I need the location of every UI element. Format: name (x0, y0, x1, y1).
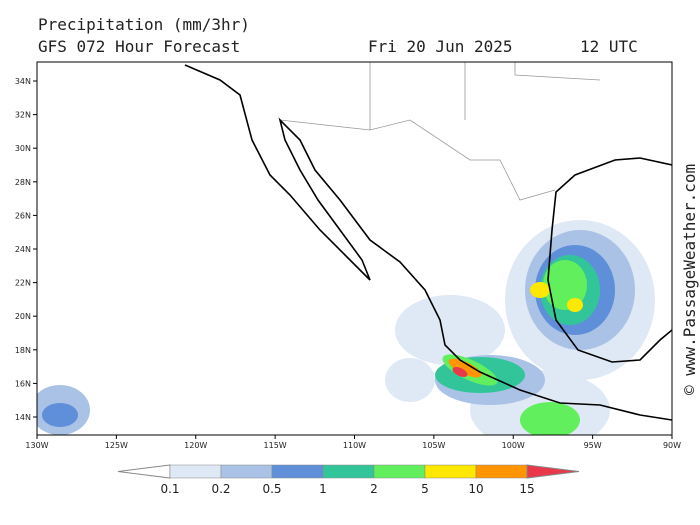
lon-label: 110W (343, 441, 366, 450)
lat-label: 18N (15, 346, 31, 355)
colorbar-label: 5 (421, 482, 429, 496)
colorbar-label: 15 (519, 482, 534, 496)
colorbar-swatch (373, 464, 426, 479)
model-run: GFS 072 Hour Forecast (38, 37, 240, 56)
lon-label: 130W (25, 441, 48, 450)
map: 34N 32N 30N 28N 26N 24N 22N 20N 18N 16N 14N 130W 125… (15, 61, 681, 450)
lat-label: 16N (15, 379, 31, 388)
lat-label: 24N (15, 245, 31, 254)
lat-label: 26N (15, 211, 31, 220)
colorbar-swatch (271, 464, 324, 479)
lon-label: 115W (264, 441, 287, 450)
lon-label: 90W (663, 441, 681, 450)
border (279, 62, 601, 201)
lon-label: 120W (184, 441, 207, 450)
lat-label: 22N (15, 279, 31, 288)
colorbar-over (526, 464, 580, 479)
lat-label: 20N (15, 312, 31, 321)
colorbar-label: 0.5 (262, 482, 281, 496)
coastline (184, 64, 672, 421)
coastline (547, 157, 672, 363)
colorbar-under (117, 464, 171, 479)
time: 12 UTC (580, 37, 638, 56)
colorbar-label: 0.2 (211, 482, 230, 496)
colorbar-swatch (322, 464, 375, 479)
colorbar-label: 1 (319, 482, 327, 496)
colorbar: 0.1 0.2 0.5 1 2 5 10 15 (117, 464, 580, 496)
precipitation (37, 220, 655, 435)
lat-label: 30N (15, 144, 31, 153)
title: Precipitation (mm/3hr) (38, 15, 250, 34)
date: Fri 20 Jun 2025 (368, 37, 513, 56)
colorbar-label: 10 (468, 482, 483, 496)
lon-label: 95W (584, 441, 602, 450)
copyright: © www.PassageWeather.com (680, 164, 699, 395)
colorbar-swatch (220, 464, 273, 479)
colorbar-label: 2 (370, 482, 378, 496)
colorbar-swatch (475, 464, 528, 479)
colorbar-swatch (169, 464, 222, 479)
lon-label: 105W (422, 441, 445, 450)
lon-label: 125W (105, 441, 128, 450)
lat-label: 34N (15, 77, 31, 86)
lat-label: 32N (15, 111, 31, 120)
colorbar-label: 0.1 (160, 482, 179, 496)
colorbar-swatch (424, 464, 477, 479)
lon-label: 100W (502, 441, 525, 450)
lat-label: 14N (15, 413, 31, 422)
lat-label: 28N (15, 178, 31, 187)
